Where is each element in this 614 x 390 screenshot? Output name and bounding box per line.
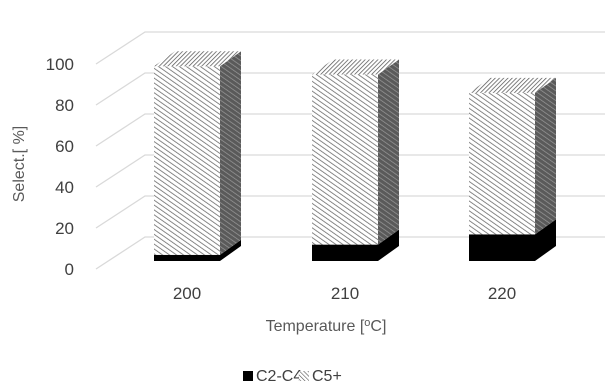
bar-C2-C4-200 — [154, 255, 220, 261]
y-tick-label: 40 — [55, 178, 74, 197]
bar-side-C5+-210 — [378, 59, 399, 244]
x-tick-label: 210 — [331, 284, 359, 303]
y-tick-label: 100 — [46, 55, 74, 74]
bar-side-C5+-220 — [535, 78, 556, 234]
bar-C5+-220 — [469, 93, 535, 234]
bar-side-C5+-200 — [220, 51, 241, 255]
legend-label-c5plus: C5+ — [312, 368, 342, 385]
legend-swatch-c5plus — [299, 371, 309, 381]
bar-C5+-210 — [312, 74, 378, 244]
legend-label-c2-c4: C2-C4 — [256, 368, 302, 385]
legend-swatch-c2-c4 — [243, 371, 253, 381]
y-axis-title: Select.[ %] — [11, 126, 28, 202]
y-tick-label: 0 — [65, 260, 74, 279]
bar-C5+-200 — [154, 66, 220, 255]
y-tick-label: 20 — [55, 219, 74, 238]
y-tick-label: 80 — [55, 96, 74, 115]
x-axis-title-main: Temperature [ — [266, 318, 365, 335]
bars — [154, 51, 556, 261]
y-tick-label: 60 — [55, 137, 74, 156]
x-tick-label: 220 — [488, 284, 516, 303]
x-axis-title: Temperature [oC] — [266, 317, 387, 335]
x-tick-label: 200 — [173, 284, 201, 303]
bar-C2-C4-220 — [469, 234, 535, 261]
bar-C2-C4-210 — [312, 245, 378, 261]
y-axis-ticks: 0 20 40 60 80 100 — [46, 55, 74, 279]
legend: C2-C4 C5+ — [243, 368, 342, 385]
x-axis-ticks: 200 210 220 — [173, 284, 516, 303]
x-axis-title-end: C] — [370, 318, 386, 335]
